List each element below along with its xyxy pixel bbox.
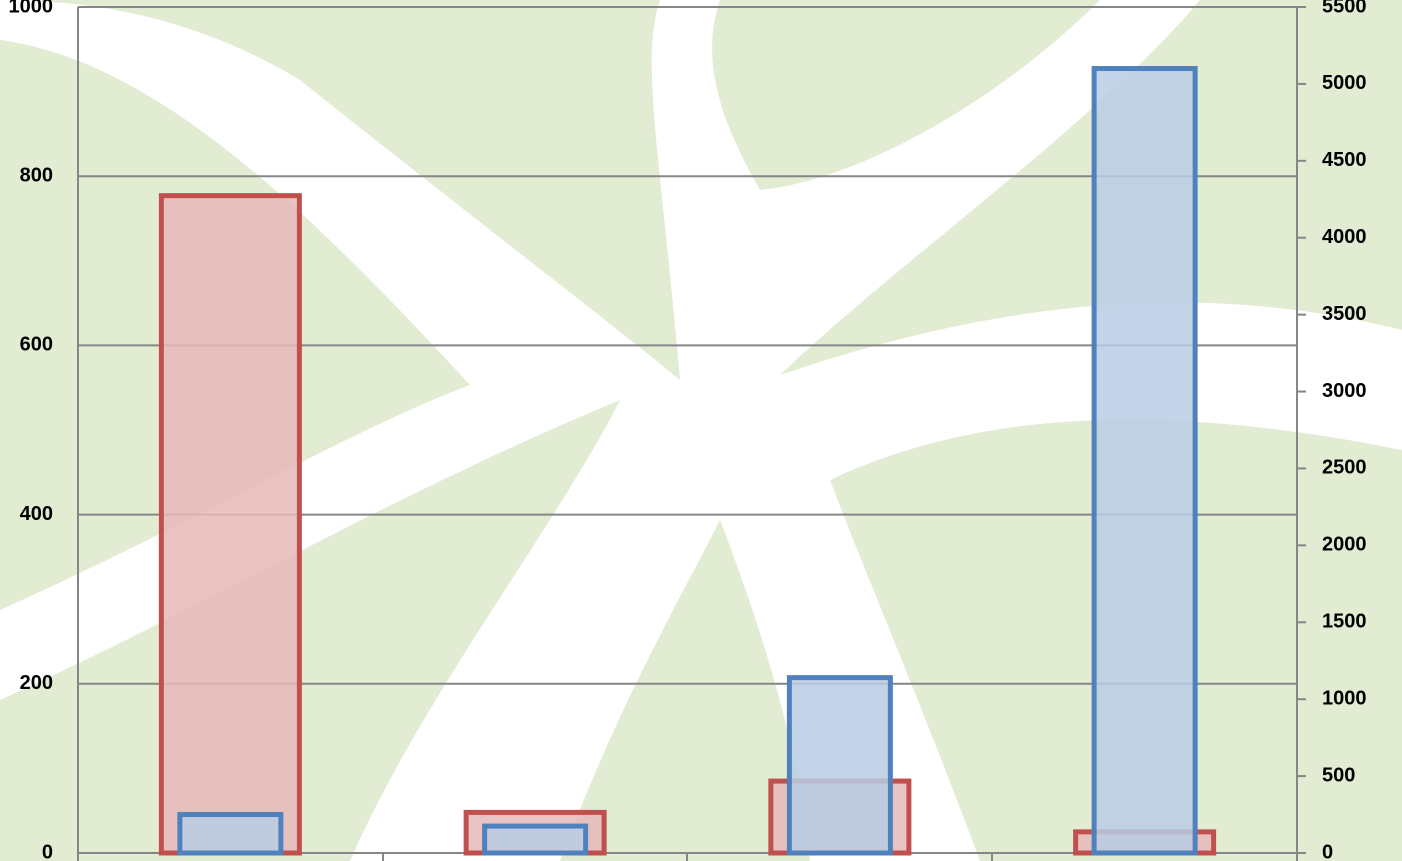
y2-tick-label: 5000 xyxy=(1322,72,1367,94)
bar xyxy=(786,675,893,856)
y-tick-label: 1000 xyxy=(9,0,54,17)
y-tick-label: 0 xyxy=(42,841,53,861)
y2-tick-label: 4000 xyxy=(1322,226,1367,248)
y2-tick-label: 2500 xyxy=(1322,457,1367,479)
bar xyxy=(177,812,284,856)
y2-tick-label: 500 xyxy=(1322,764,1355,786)
y2-tick-label: 5500 xyxy=(1322,0,1367,17)
y-tick-label: 600 xyxy=(20,334,53,356)
bar xyxy=(482,823,589,856)
bar xyxy=(158,193,302,856)
y2-tick-label: 2000 xyxy=(1322,534,1367,556)
y2-tick-label: 3500 xyxy=(1322,303,1367,325)
y2-tick-label: 1500 xyxy=(1322,611,1367,633)
y2-tick-label: 1000 xyxy=(1322,687,1367,709)
y2-tick-label: 3000 xyxy=(1322,380,1367,402)
y-tick-label: 400 xyxy=(20,503,53,525)
bar xyxy=(1091,66,1198,856)
y-tick-label: 200 xyxy=(20,672,53,694)
y2-tick-label: 0 xyxy=(1322,841,1333,861)
y-tick-label: 800 xyxy=(20,164,53,186)
y2-tick-label: 4500 xyxy=(1322,149,1367,171)
